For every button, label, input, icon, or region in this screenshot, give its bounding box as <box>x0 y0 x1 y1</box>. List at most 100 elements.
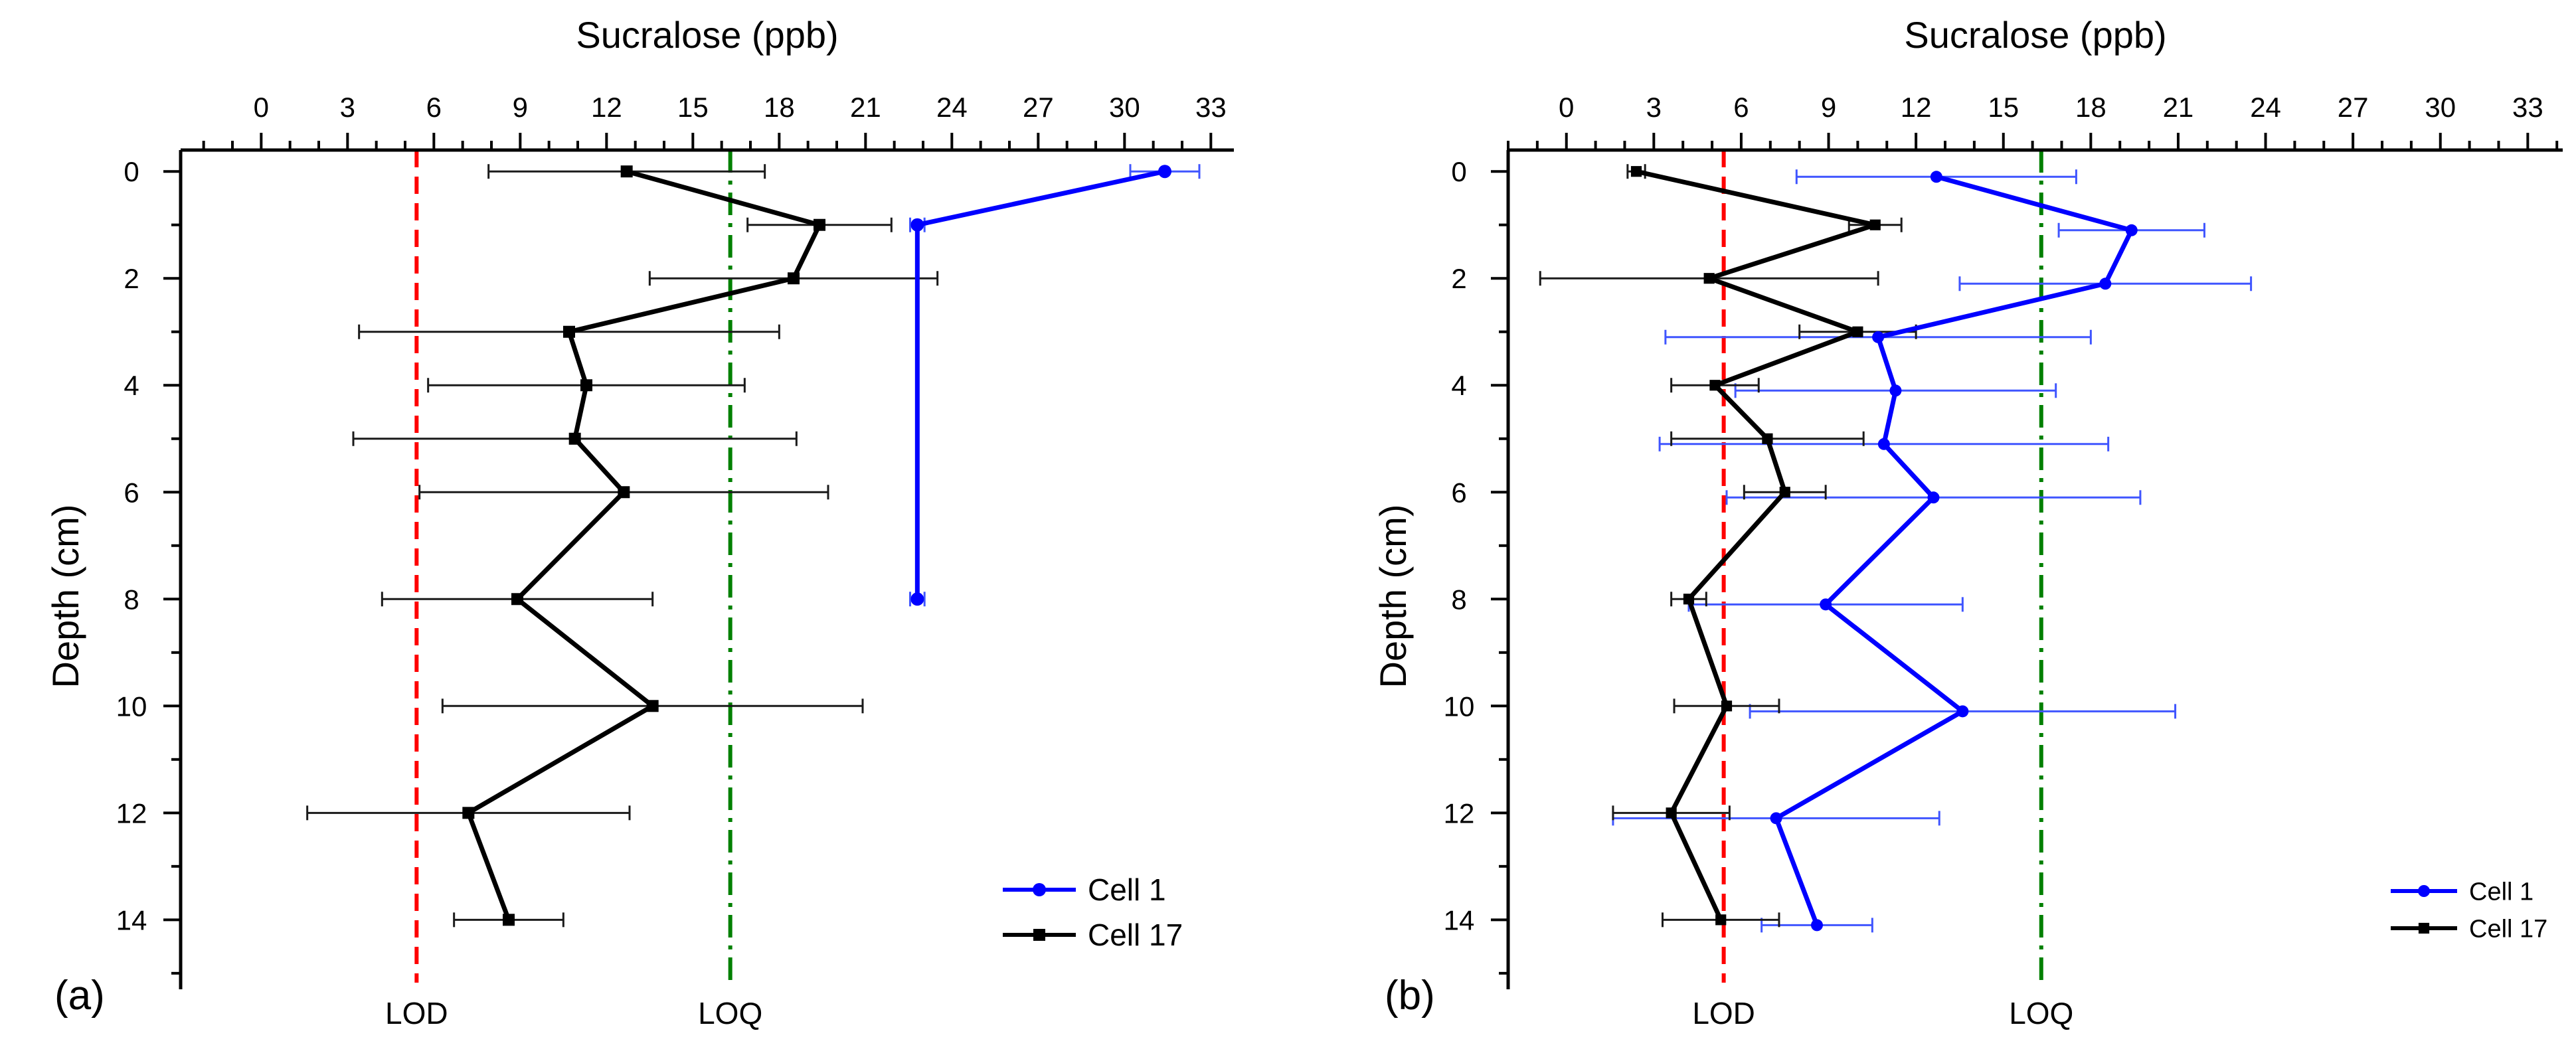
x-tick-label-b: 33 <box>2512 92 2543 123</box>
data-point-cell1-b <box>1889 384 1902 397</box>
lod-label-a: LOD <box>385 996 448 1030</box>
loq-label-b: LOQ <box>2009 996 2073 1030</box>
x-tick-label-a: 18 <box>764 92 795 123</box>
data-point-cell17-b <box>1666 807 1677 819</box>
x-axis-title-a: Sucralose (ppb) <box>576 14 838 56</box>
legend-entry-cell17-a: Cell 17 <box>1088 918 1183 952</box>
x-tick-label-b: 30 <box>2425 92 2456 123</box>
data-point-cell17-a <box>503 914 515 926</box>
data-point-cell17-a <box>814 218 825 231</box>
y-axis-title-a: Depth (cm) <box>44 505 86 689</box>
x-tick-label-a: 21 <box>850 92 881 123</box>
x-tick-label-b: 6 <box>1733 92 1749 123</box>
data-point-cell1-b <box>1810 919 1823 932</box>
x-tick-label-b: 9 <box>1821 92 1836 123</box>
legend-entry-cell1-a: Cell 1 <box>1088 872 1166 907</box>
x-tick-label-b: 0 <box>1559 92 1574 123</box>
data-point-cell1-b <box>1872 331 1885 343</box>
data-point-cell1-b <box>1927 491 1940 504</box>
x-tick-label-a: 15 <box>677 92 709 123</box>
y-tick-label-a: 0 <box>124 156 139 187</box>
legend-marker-cell1-b <box>2418 885 2430 897</box>
data-point-cell1-a <box>1158 165 1171 179</box>
y-tick-label-b: 0 <box>1451 156 1466 187</box>
y-tick-label-b: 2 <box>1451 263 1466 294</box>
data-point-cell1-b <box>1770 812 1782 825</box>
series-line-cell17-a <box>466 169 822 921</box>
panel-label-a: (a) <box>54 973 105 1019</box>
legend-entry-cell1-b: Cell 1 <box>2469 878 2533 906</box>
data-point-cell17-b <box>1683 594 1695 605</box>
data-point-cell17-b <box>1703 273 1715 284</box>
series-line-cell1-b <box>1774 174 2134 926</box>
data-point-cell1-b <box>2125 224 2138 236</box>
y-tick-label-b: 14 <box>1444 904 1475 936</box>
x-tick-label-b: 27 <box>2338 92 2369 123</box>
error-bars-b <box>1539 164 2253 933</box>
markers-a <box>462 165 1171 926</box>
legend-marker-cell17-a <box>1033 929 1045 941</box>
data-point-cell17-a <box>462 807 475 819</box>
y-tick-label-a: 8 <box>124 584 139 615</box>
labels-a: Sucralose (ppb) Depth (cm) LOD LOQ (a) <box>44 14 839 1030</box>
data-point-cell17-a <box>568 432 581 445</box>
y-tick-label-b: 4 <box>1451 370 1466 401</box>
x-tick-label-b: 24 <box>2250 92 2281 123</box>
y-tick-label-a: 2 <box>124 263 139 294</box>
x-tick-label-a: 3 <box>340 92 355 123</box>
data-point-cell1-b <box>1877 438 1890 450</box>
data-point-cell17-b <box>1852 326 1863 337</box>
data-point-cell17-a <box>511 593 523 606</box>
data-point-cell17-a <box>618 486 630 499</box>
data-point-cell17-b <box>1630 166 1642 177</box>
series-line-cell1-a <box>914 169 1165 600</box>
data-point-cell17-b <box>1721 700 1733 712</box>
legend-marker-cell17-b <box>2418 922 2430 934</box>
y-tick-label-b: 10 <box>1444 691 1475 722</box>
markers-b <box>1630 166 2138 932</box>
reference-lines-a <box>414 150 732 983</box>
x-tick-label-a: 12 <box>591 92 622 123</box>
data-point-cell1-a <box>910 218 924 232</box>
data-point-cell17-a <box>563 325 575 338</box>
x-tick-label-a: 24 <box>936 92 968 123</box>
x-tick-label-a: 0 <box>254 92 269 123</box>
data-point-cell1-a <box>910 592 924 606</box>
y-tick-label-a: 10 <box>116 691 147 722</box>
data-point-cell17-b <box>1762 433 1773 444</box>
x-tick-label-b: 15 <box>1988 92 2019 123</box>
x-tick-label-a: 9 <box>513 92 528 123</box>
data-point-cell17-a <box>788 272 800 285</box>
reference-lines-b <box>1721 150 2043 983</box>
error-bars-a <box>306 164 1201 928</box>
x-tick-label-b: 12 <box>1901 92 1932 123</box>
data-point-cell1-b <box>1956 705 1969 718</box>
y-tick-label-b: 6 <box>1451 477 1466 508</box>
data-point-cell17-a <box>646 700 659 712</box>
labels-b: Sucralose (ppb) Depth (cm) LOD LOQ (b) <box>1372 14 2167 1030</box>
data-point-cell1-b <box>1820 598 1832 611</box>
x-axis-title-b: Sucralose (ppb) <box>1904 14 2166 56</box>
data-point-cell17-a <box>580 379 592 392</box>
data-point-cell17-b <box>1715 914 1727 926</box>
x-tick-label-a: 33 <box>1195 92 1227 123</box>
loq-label-a: LOQ <box>698 996 762 1030</box>
y-tick-label-a: 12 <box>116 797 147 829</box>
legend-entry-cell17-b: Cell 17 <box>2469 915 2547 943</box>
y-axis-title-b: Depth (cm) <box>1372 505 1414 689</box>
y-tick-label-a: 4 <box>124 370 139 401</box>
data-point-cell17-b <box>1779 487 1790 498</box>
legend-b: Cell 1 Cell 17 <box>2391 878 2547 943</box>
data-point-cell17-a <box>620 165 633 178</box>
x-tick-label-a: 30 <box>1109 92 1140 123</box>
y-tick-label-b: 12 <box>1444 797 1475 829</box>
panel-label-b: (b) <box>1385 973 1435 1019</box>
x-tick-label-a: 6 <box>426 92 442 123</box>
x-tick-label-b: 3 <box>1646 92 1662 123</box>
x-tick-label-b: 18 <box>2075 92 2106 123</box>
